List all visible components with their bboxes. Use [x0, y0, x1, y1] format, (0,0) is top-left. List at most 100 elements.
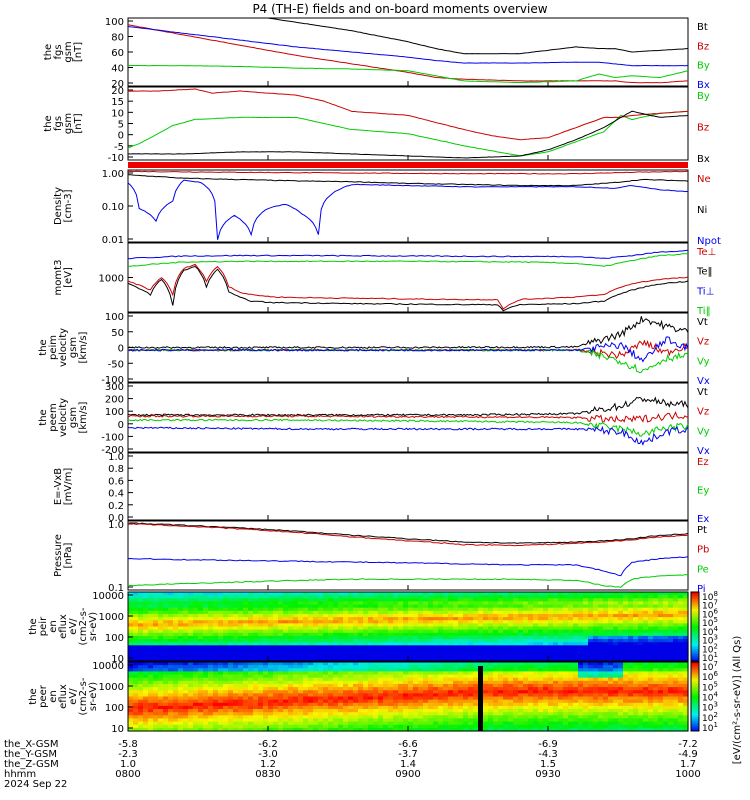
spectrogram-cell	[568, 680, 574, 685]
spectrogram-cell	[628, 629, 634, 634]
spectrogram-cell	[133, 699, 139, 704]
spectrogram-cell	[283, 668, 289, 673]
spectrogram-cell	[413, 662, 419, 666]
spectrogram-cell	[168, 592, 174, 596]
spectrogram-cell	[318, 604, 324, 609]
spectrogram-cell	[353, 696, 359, 701]
spectrogram-cell	[153, 648, 159, 653]
spectrogram-cell	[243, 677, 249, 682]
spectrogram-cell	[298, 592, 304, 596]
spectrogram-cell	[463, 648, 469, 653]
spectrogram-cell	[398, 651, 404, 656]
spectrogram-cell	[128, 727, 134, 732]
spectrogram-cell	[653, 626, 659, 631]
spectrogram-cell	[188, 690, 194, 694]
spectrogram-cell	[238, 607, 244, 612]
spectrogram-cell	[203, 629, 209, 634]
spectrogram-cell	[263, 639, 269, 643]
spectrogram-cell	[383, 683, 389, 688]
spectrogram-cell	[343, 671, 349, 676]
spectrogram-cell	[623, 687, 629, 691]
spectrogram-cell	[418, 683, 424, 688]
spectrogram-cell	[238, 674, 244, 679]
spectrogram-cell	[188, 623, 194, 628]
spectrogram-cell	[538, 687, 544, 691]
spectrogram-cell	[328, 595, 334, 599]
spectrogram-cell	[223, 607, 229, 612]
spectrogram-cell	[603, 709, 609, 713]
spectrogram-cell	[593, 665, 599, 669]
spectrogram-cell	[368, 721, 374, 726]
spectrogram-cell	[388, 693, 394, 698]
spectrogram-cell	[528, 595, 534, 599]
spectrogram-cell	[473, 642, 479, 646]
spectrogram-cell	[618, 705, 624, 710]
spectrogram-cell	[233, 709, 239, 713]
spectrogram-cell	[368, 629, 374, 634]
spectrogram-cell	[493, 635, 499, 640]
spectrogram-cell	[558, 712, 564, 716]
spectrogram-cell	[388, 629, 394, 634]
spectrogram-cell	[448, 617, 454, 621]
spectrogram-cell	[648, 635, 654, 640]
spectrogram-cell	[388, 718, 394, 723]
spectrogram-cell	[553, 696, 559, 701]
spectrogram-cell	[408, 632, 414, 637]
spectrogram-cell	[253, 623, 259, 628]
spectrogram-cell	[623, 699, 629, 704]
spectrogram-cell	[398, 598, 404, 603]
spectrogram-cell	[193, 610, 199, 615]
spectrogram-cell	[573, 595, 579, 599]
spectrogram-cell	[358, 702, 364, 707]
spectrogram-cell	[358, 620, 364, 624]
legend-label: Vt	[697, 317, 708, 328]
spectrogram-cell	[593, 715, 599, 720]
spectrogram-cell	[193, 715, 199, 720]
spectrogram-cell	[278, 683, 284, 688]
spectrogram-cell	[198, 645, 204, 650]
spectrogram-cell	[253, 654, 259, 659]
spectrogram-cell	[468, 635, 474, 640]
spectrogram-cell	[533, 604, 539, 609]
spectrogram-cell	[578, 651, 584, 656]
spectrogram-cell	[283, 727, 289, 732]
spectrogram-cell	[493, 718, 499, 723]
spectrogram-cell	[353, 712, 359, 716]
spectrogram-cell	[633, 680, 639, 685]
spectrogram-cell	[533, 635, 539, 640]
spectrogram-cell	[388, 617, 394, 621]
spectrogram-cell	[323, 623, 329, 628]
spectrogram-cell	[503, 654, 509, 659]
spectrogram-cell	[173, 721, 179, 726]
spectrogram-cell	[183, 648, 189, 653]
spectrogram-cell	[518, 626, 524, 631]
spectrogram-cell	[198, 651, 204, 656]
spectrogram-cell	[263, 715, 269, 720]
spectrogram-cell	[513, 651, 519, 656]
spectrogram-cell	[608, 607, 614, 612]
spectrogram-cell	[288, 683, 294, 688]
spectrogram-cell	[338, 715, 344, 720]
spectrogram-cell	[643, 715, 649, 720]
spectrogram-cell	[228, 712, 234, 716]
spectrogram-cell	[483, 648, 489, 653]
spectrogram-cell	[538, 607, 544, 612]
spectrogram-cell	[443, 648, 449, 653]
spectrogram-cell	[258, 623, 264, 628]
spectrogram-cell	[408, 674, 414, 679]
spectrogram-cell	[383, 662, 389, 666]
spectrogram-cell	[168, 724, 174, 729]
spectrogram-cell	[543, 699, 549, 704]
spectrogram-cell	[328, 598, 334, 603]
spectrogram-cell	[228, 598, 234, 603]
spectrogram-cell	[253, 657, 259, 662]
spectrogram-cell	[358, 657, 364, 662]
spectrogram-cell	[228, 721, 234, 726]
spectrogram-cell	[188, 613, 194, 618]
spectrogram-cell	[358, 645, 364, 650]
spectrogram-cell	[193, 598, 199, 603]
panel-peer_energy_spectrum: the peer en eflux eV/(cm2-s-sr-eV)1000010001…	[28, 661, 689, 735]
spectrogram-cell	[493, 598, 499, 603]
spectrogram-cell	[348, 712, 354, 716]
spectrogram-cell	[348, 639, 354, 643]
